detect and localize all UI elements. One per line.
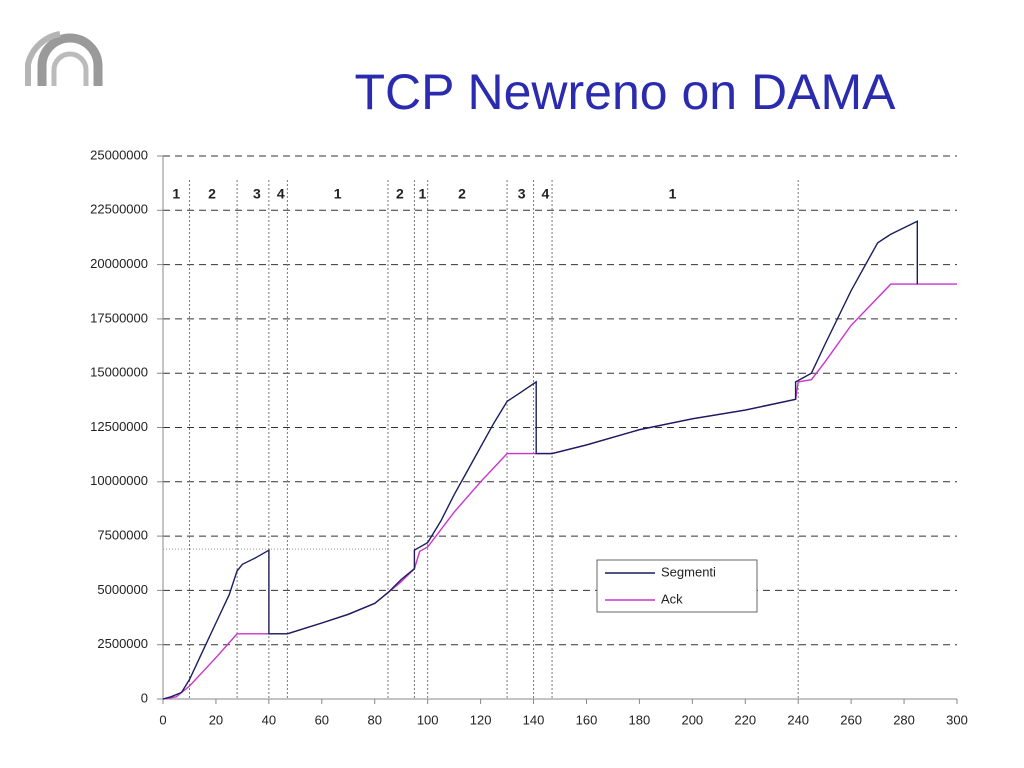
x-tick-label: 80 [367,712,381,727]
x-tick-label: 120 [470,712,492,727]
phase-label: 1 [172,186,180,202]
x-tick-label: 140 [523,712,545,727]
legend-label: Segmenti [661,564,716,579]
x-tick-label: 100 [417,712,439,727]
phase-label: 1 [418,186,426,202]
x-tick-label: 260 [840,712,862,727]
y-tick-label: 17500000 [90,310,148,325]
phase-label: 2 [458,186,466,202]
y-tick-label: 12500000 [90,419,148,434]
series-line [162,283,957,700]
phase-label: 2 [396,186,404,202]
x-tick-label: 300 [946,712,968,727]
phase-label: 1 [334,186,342,202]
chart-title: TCP Newreno on DAMA [355,64,897,120]
y-tick-label: 2500000 [97,636,148,651]
y-tick-label: 20000000 [90,256,148,271]
phase-label: 4 [277,186,285,202]
phase-label: 3 [253,186,261,202]
y-tick-label: 5000000 [97,582,148,597]
y-tick-label: 7500000 [97,528,148,543]
x-tick-label: 240 [787,712,809,727]
x-tick-label: 160 [576,712,598,727]
phase-label: 1 [669,186,677,202]
legend-box [596,559,758,613]
phase-label: 4 [542,186,550,202]
y-tick-label: 0 [141,690,148,705]
legend-label: Ack [661,591,683,606]
x-tick-label: 0 [159,712,166,727]
y-tick-label: 25000000 [90,147,148,162]
series-line [162,220,918,700]
y-tick-label: 22500000 [90,202,148,217]
x-tick-label: 40 [262,712,276,727]
phase-label: 3 [518,186,526,202]
x-tick-label: 280 [893,712,915,727]
y-tick-label: 10000000 [90,473,148,488]
x-tick-label: 60 [315,712,329,727]
phase-label: 2 [208,186,216,202]
x-tick-label: 180 [629,712,651,727]
x-tick-label: 20 [209,712,223,727]
y-tick-label: 15000000 [90,365,148,380]
logo [25,31,103,86]
x-tick-label: 220 [734,712,756,727]
x-tick-label: 200 [681,712,703,727]
